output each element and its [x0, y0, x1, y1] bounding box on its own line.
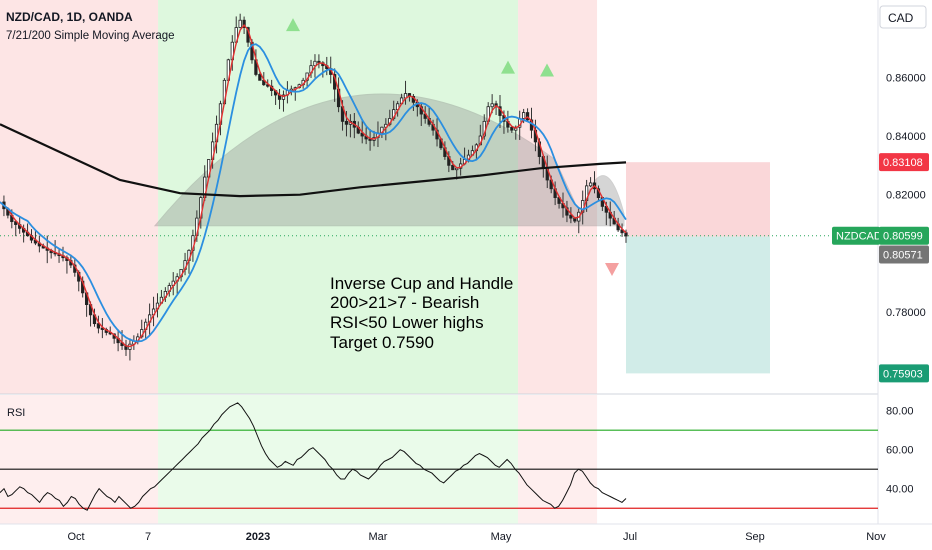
annotation-line-1: Inverse Cup and Handle	[330, 274, 513, 293]
rsi-title[interactable]: RSI	[7, 407, 25, 419]
candle-body	[281, 94, 286, 100]
price-tick-label: 0.84000	[886, 131, 926, 143]
rsi-tick-label: 40.00	[886, 484, 914, 496]
annotation-line-3: RSI<50 Lower highs	[330, 313, 484, 332]
time-tick-label: May	[491, 531, 512, 543]
candle-body	[242, 19, 246, 28]
annotation-line-2: 200>21>7 - Bearish	[330, 293, 479, 312]
price-tags: 0.83108 NZDCAD 0.80599 0.80571 0.75903	[832, 153, 929, 383]
candle-body	[510, 126, 514, 131]
time-tick-label: Jul	[623, 531, 637, 543]
time-tick-label: Oct	[67, 531, 84, 543]
take-profit-zone	[626, 236, 770, 374]
stop-price-tag	[879, 153, 929, 172]
trend-background-layer	[0, 0, 598, 524]
sell-signal-arrow	[605, 262, 619, 276]
rsi-line	[0, 402, 627, 511]
indicator-title[interactable]: 7/21/200 Simple Moving Average	[6, 30, 175, 42]
candle-body	[96, 323, 101, 329]
time-tick-label: Nov	[866, 531, 886, 543]
cup-and-handle-shape	[153, 93, 625, 227]
sma-200-line	[0, 123, 627, 198]
candle-body	[490, 103, 494, 108]
price-tick-label: 0.86000	[886, 72, 926, 84]
time-tick-label: 7	[145, 531, 151, 543]
annotation-text: Inverse Cup and Handle 200>21>7 - Bearis…	[330, 274, 513, 352]
candle-body	[360, 132, 364, 137]
annotation-line-4: Target 0.7590	[330, 333, 434, 352]
candle-body	[522, 112, 526, 119]
signal-arrows-layer	[286, 18, 619, 276]
candle-body	[14, 221, 18, 225]
rsi-tick-label: 60.00	[886, 445, 914, 457]
moving-averages-layer	[0, 23, 627, 348]
entry-price-tag-label: 0.80571	[883, 250, 923, 262]
candle-body	[313, 60, 317, 67]
buy-signal-arrow	[540, 63, 554, 77]
symbol-title[interactable]: NZD/CAD, 1D, OANDA	[6, 10, 133, 24]
currency-badge[interactable]	[879, 5, 927, 29]
price-tick-label: 0.82000	[886, 190, 926, 202]
last-price-tag	[879, 226, 929, 245]
entry-price-tag	[879, 245, 929, 264]
time-tick-label: 2023	[246, 531, 270, 543]
target-price-tag-label: 0.75903	[883, 368, 923, 380]
price-tick-label: 0.78000	[886, 307, 926, 319]
trade-zone-layer	[0, 162, 878, 374]
buy-signal-arrow	[501, 60, 515, 74]
pair-name-tag	[832, 226, 880, 245]
regime-bear-2	[518, 0, 598, 394]
cup-handle-fill	[153, 93, 625, 227]
currency-badge-label: CAD	[888, 11, 914, 25]
candle-body	[624, 232, 628, 237]
candle-body	[344, 120, 349, 125]
target-price-tag	[879, 364, 929, 383]
buy-signal-arrow	[286, 18, 300, 32]
stop-loss-zone	[626, 162, 770, 237]
stop-price-tag-label: 0.83108	[883, 157, 923, 169]
last-price-tag-label: 0.80599	[883, 231, 923, 243]
candle-body	[451, 164, 455, 171]
pair-name-tag-label: NZDCAD	[836, 231, 882, 243]
time-tick-label: Mar	[369, 531, 388, 543]
candle-body	[588, 182, 593, 187]
sma-7-line	[0, 23, 627, 348]
regime-bear-0	[0, 0, 159, 394]
rsi-regime-bull-1	[158, 395, 519, 524]
sma-21-line	[0, 43, 627, 343]
rsi-regime-bear-2	[518, 395, 598, 524]
rsi-tick-label: 80.00	[886, 406, 914, 418]
time-tick-label: Sep	[745, 531, 765, 543]
rsi-pane[interactable]: 80.00 60.00 40.00	[0, 402, 914, 511]
candle-body	[569, 214, 573, 219]
candle-body	[238, 19, 242, 28]
time-axis[interactable]: Oct 7 2023 Mar May Jul Sep Nov	[0, 523, 932, 543]
candle-body	[258, 74, 262, 81]
regime-bull-1	[158, 0, 519, 394]
rsi-regime-bear-0	[0, 395, 159, 524]
